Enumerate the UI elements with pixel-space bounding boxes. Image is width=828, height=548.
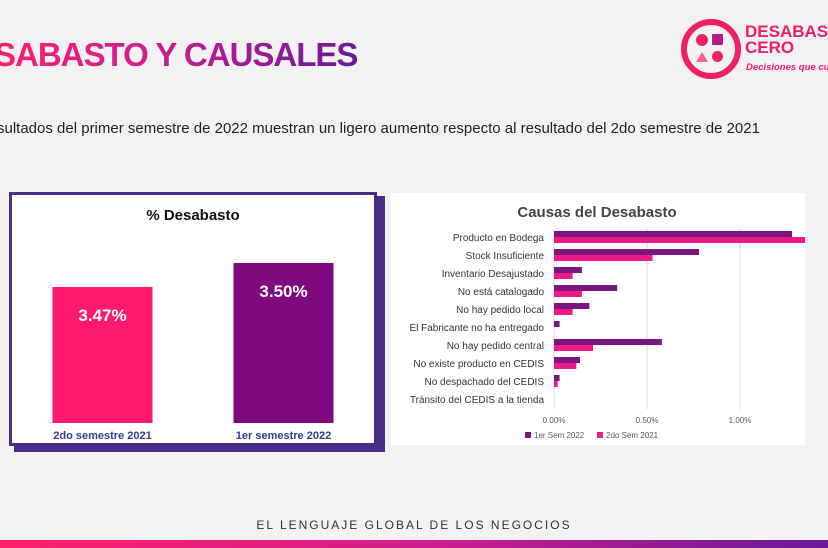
footer-gradient-bar xyxy=(0,540,828,548)
footer-slogan: EL LENGUAJE GLOBAL DE LOS NEGOCIOS xyxy=(256,518,572,532)
card-shadow-right xyxy=(376,196,385,452)
cause-label: No existe producto en CEDIS xyxy=(413,359,544,370)
cause-bar xyxy=(554,249,700,255)
causas-chart-card: Causas del Desabasto 0.00%0.50%1.00%1.50… xyxy=(391,193,828,445)
cause-bar xyxy=(554,231,793,237)
causas-chart: Causas del Desabasto 0.00%0.50%1.00%1.50… xyxy=(409,204,828,440)
logo-line-1: DESABAS xyxy=(745,22,828,41)
cause-label: Inventario Desajustado xyxy=(442,269,545,280)
cause-bar xyxy=(554,345,594,351)
cause-bar xyxy=(554,363,577,369)
desabasto-category-label: 1er semestre 2022 xyxy=(236,430,331,442)
cause-bar xyxy=(554,285,618,291)
cause-label: El Fabricante no ha entregado xyxy=(409,323,544,334)
desabasto-category-label: 2do semestre 2021 xyxy=(53,430,151,442)
logo-emblem-icon xyxy=(681,19,741,79)
legend-label: 2do Sem 2021 xyxy=(606,431,659,440)
cause-bar xyxy=(554,309,573,315)
desabasto-bar xyxy=(233,263,334,423)
desabasto-chart-card: % Desabasto 3.47% 2do semestre 2021 3.50% 1… xyxy=(9,192,377,446)
cause-bar xyxy=(554,303,590,309)
page-title: SABASTO Y CAUSALES xyxy=(0,36,358,74)
desabasto-value-label: 3.50% xyxy=(259,282,307,301)
cause-label: Producto en Bodega xyxy=(453,233,545,244)
cause-bar xyxy=(554,291,582,297)
x-tick-label: 0.00% xyxy=(543,416,566,425)
desabasto-bar xyxy=(52,287,153,423)
cause-label: No está catalogado xyxy=(458,287,545,298)
chart1-title: % Desabasto xyxy=(146,207,239,224)
cause-bar xyxy=(554,381,558,387)
subtitle-text: sultados del primer semestre de 2022 mue… xyxy=(0,120,760,137)
logo-line-2: CERO xyxy=(745,38,795,57)
cause-label: No despachado del CEDIS xyxy=(424,377,544,388)
cause-bar xyxy=(554,321,560,327)
logo-tagline: Decisiones que cue xyxy=(746,62,828,73)
legend-swatch xyxy=(597,432,603,438)
cause-label: Tránsito del CEDIS a la tienda xyxy=(410,395,545,406)
legend-label: 1er Sem 2022 xyxy=(534,431,585,440)
cause-bar xyxy=(554,267,582,273)
cause-bar xyxy=(554,237,828,243)
cause-bar xyxy=(554,357,581,363)
legend-swatch xyxy=(525,432,531,438)
cause-label: No hay pedido central xyxy=(447,341,544,352)
cause-bar xyxy=(554,255,653,261)
brand-logo: DESABAS CERO Decisiones que cue xyxy=(680,16,828,82)
cause-bar xyxy=(554,273,573,279)
chart2-title: Causas del Desabasto xyxy=(517,204,676,221)
x-tick-label: 1.00% xyxy=(729,416,752,425)
desabasto-value-label: 3.47% xyxy=(78,306,126,325)
desabasto-chart: % Desabasto 3.47% 2do semestre 2021 3.50% 1… xyxy=(52,207,334,442)
card-shadow-bottom xyxy=(14,444,385,452)
cause-bar xyxy=(554,339,662,345)
x-tick-label: 0.50% xyxy=(636,416,659,425)
cause-label: No hay pedido local xyxy=(456,305,544,316)
cause-label: Stock Insuficiente xyxy=(466,251,545,262)
cause-bar xyxy=(554,375,560,381)
